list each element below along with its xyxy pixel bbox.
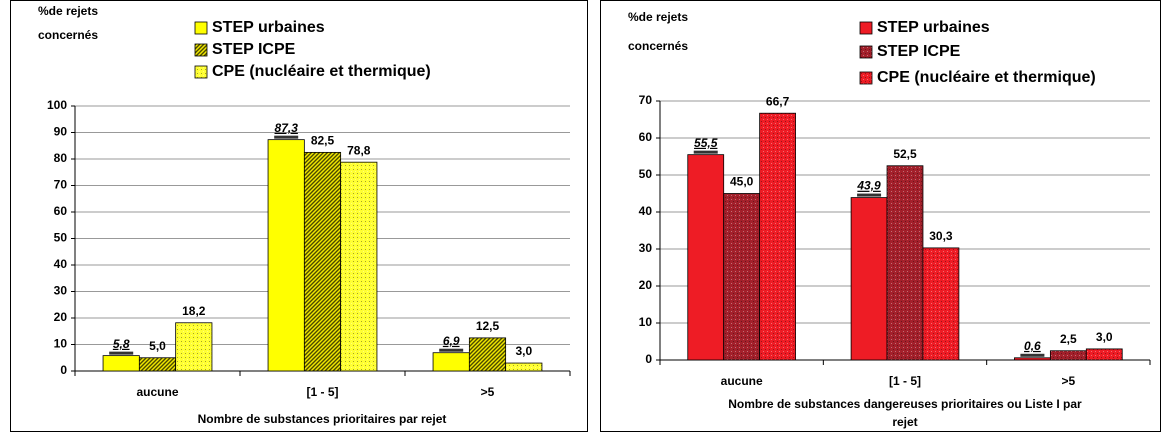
value-label: 6,9 bbox=[443, 334, 460, 348]
x-axis-label: Nombre de substances dangereuses priorit… bbox=[728, 397, 1082, 411]
y-tick-label: 20 bbox=[54, 310, 68, 324]
x-tick-label: aucune bbox=[136, 385, 178, 399]
y-tick-label: 50 bbox=[639, 167, 653, 181]
bar bbox=[1085, 348, 1123, 361]
y-tick-label: 70 bbox=[54, 178, 68, 192]
y-tick-label: 60 bbox=[54, 204, 68, 218]
value-label: 82,5 bbox=[311, 134, 335, 148]
value-label: 3,0 bbox=[515, 344, 532, 358]
value-label: 52,5 bbox=[893, 147, 917, 161]
y-tick-label: 60 bbox=[639, 130, 653, 144]
y-tick-label: 30 bbox=[54, 284, 68, 298]
legend-swatch bbox=[859, 21, 873, 35]
y-tick-label: 10 bbox=[639, 315, 653, 329]
value-label: 30,3 bbox=[929, 229, 953, 243]
emphasis-bar bbox=[439, 348, 464, 352]
x-tick-label: [1 - 5] bbox=[889, 374, 921, 388]
legend-swatch bbox=[194, 43, 208, 57]
bar bbox=[1049, 350, 1087, 361]
emphasis-bar bbox=[274, 135, 299, 139]
bar bbox=[886, 165, 924, 361]
bar bbox=[687, 154, 725, 361]
emphasis-bar bbox=[1020, 353, 1045, 357]
y-tick-label: 80 bbox=[54, 151, 68, 165]
bar bbox=[505, 362, 543, 372]
bar bbox=[723, 193, 761, 361]
bar bbox=[340, 161, 378, 372]
legend-swatch bbox=[859, 45, 873, 59]
legend-text: STEP urbaines bbox=[877, 19, 990, 36]
y-tick-label: 0 bbox=[60, 363, 67, 377]
legend-text: STEP ICPE bbox=[212, 41, 296, 58]
value-label: 5,0 bbox=[149, 339, 166, 353]
value-label: 2,5 bbox=[1060, 332, 1077, 346]
x-tick-label: [1 - 5] bbox=[306, 385, 338, 399]
y-tick-label: 40 bbox=[54, 257, 68, 271]
legend-text: CPE (nucléaire et thermique) bbox=[212, 63, 431, 80]
value-label: 78,8 bbox=[347, 143, 371, 157]
value-label: 5,8 bbox=[113, 337, 130, 351]
y-axis-label: %de rejets bbox=[38, 4, 98, 18]
value-label: 45,0 bbox=[730, 175, 754, 189]
y-axis-label: %de rejets bbox=[628, 10, 688, 24]
legend-swatch bbox=[859, 71, 873, 85]
x-tick-label: >5 bbox=[481, 385, 495, 399]
x-axis-label: Nombre de substances prioritaires par re… bbox=[198, 412, 447, 426]
x-tick-label: >5 bbox=[1061, 374, 1075, 388]
bar bbox=[303, 151, 342, 372]
value-label: 3,0 bbox=[1096, 330, 1113, 344]
emphasis-bar bbox=[109, 351, 134, 355]
legend-text: CPE (nucléaire et thermique) bbox=[877, 69, 1096, 86]
value-label: 87,3 bbox=[275, 121, 299, 135]
y-tick-label: 70 bbox=[639, 93, 653, 107]
x-tick-label: aucune bbox=[721, 374, 763, 388]
y-tick-label: 50 bbox=[54, 231, 68, 245]
legend-text: STEP urbaines bbox=[212, 19, 325, 36]
y-tick-label: 0 bbox=[645, 352, 652, 366]
y-tick-label: 90 bbox=[54, 125, 68, 139]
value-label: 55,5 bbox=[694, 136, 718, 150]
y-axis-label: concernés bbox=[628, 39, 688, 53]
value-label: 66,7 bbox=[766, 94, 790, 108]
y-tick-label: 10 bbox=[54, 337, 68, 351]
legend-swatch bbox=[194, 21, 208, 35]
value-label: 12,5 bbox=[476, 319, 500, 333]
x-axis-label: rejet bbox=[892, 415, 917, 429]
bar bbox=[850, 197, 888, 361]
y-tick-label: 30 bbox=[639, 241, 653, 255]
bar bbox=[759, 112, 796, 361]
legend-text: STEP ICPE bbox=[877, 43, 961, 60]
y-tick-label: 100 bbox=[47, 98, 67, 112]
value-label: 0,6 bbox=[1024, 339, 1041, 353]
value-label: 18,2 bbox=[182, 304, 206, 318]
emphasis-bar bbox=[857, 193, 882, 197]
bar bbox=[468, 337, 507, 372]
bar bbox=[922, 247, 960, 361]
bar bbox=[175, 322, 213, 372]
bar bbox=[432, 352, 470, 372]
y-axis-label: concernés bbox=[38, 28, 98, 42]
y-tick-label: 20 bbox=[639, 278, 653, 292]
value-label: 43,9 bbox=[856, 179, 881, 193]
y-tick-label: 40 bbox=[639, 204, 653, 218]
bar bbox=[138, 357, 177, 372]
bar bbox=[102, 355, 140, 372]
emphasis-bar bbox=[693, 150, 718, 154]
bar bbox=[267, 139, 305, 372]
legend-swatch bbox=[194, 65, 208, 79]
bar bbox=[1014, 357, 1051, 361]
